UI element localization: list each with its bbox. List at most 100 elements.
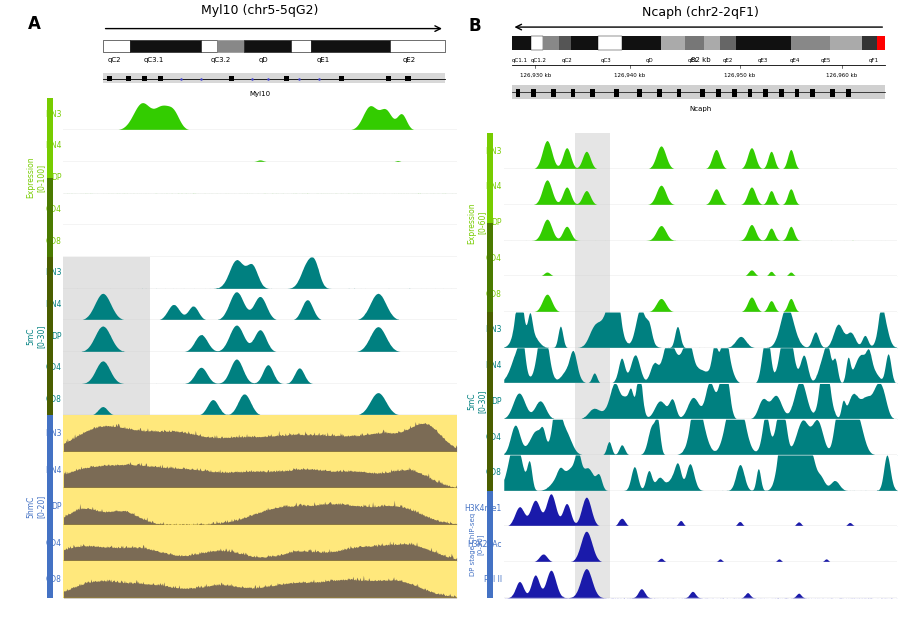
Bar <box>574 348 610 384</box>
Text: CD4: CD4 <box>45 539 62 548</box>
Bar <box>779 89 784 97</box>
Text: DN3: DN3 <box>486 326 502 335</box>
Text: DN3: DN3 <box>45 268 62 277</box>
Text: CD4: CD4 <box>45 363 62 373</box>
Bar <box>795 89 799 97</box>
Text: CD8: CD8 <box>486 289 502 299</box>
Text: DN3: DN3 <box>45 429 62 438</box>
Bar <box>622 36 661 50</box>
Bar <box>830 36 862 50</box>
Bar <box>201 39 217 52</box>
Text: 126,950 kb: 126,950 kb <box>724 73 756 78</box>
Bar <box>531 36 543 50</box>
Text: qE2: qE2 <box>403 57 416 63</box>
Bar <box>574 276 610 312</box>
Bar <box>598 36 622 50</box>
Text: qF1: qF1 <box>868 58 879 63</box>
Bar <box>292 39 311 52</box>
Text: 126,940 kb: 126,940 kb <box>614 73 645 78</box>
Bar <box>830 89 834 97</box>
Bar <box>638 89 642 97</box>
Text: Pol II: Pol II <box>484 576 502 584</box>
Text: DP: DP <box>51 173 62 182</box>
Bar <box>574 169 610 205</box>
Bar <box>614 89 619 97</box>
Bar <box>657 89 661 97</box>
Bar <box>747 89 752 97</box>
Bar <box>574 527 610 562</box>
Text: qE3: qE3 <box>758 58 768 63</box>
Bar <box>574 455 610 490</box>
Bar <box>102 39 130 52</box>
Bar <box>685 36 704 50</box>
Bar <box>390 39 445 52</box>
Bar <box>63 352 149 384</box>
Bar <box>574 562 610 598</box>
Text: DN4: DN4 <box>45 466 62 474</box>
Bar <box>716 89 721 97</box>
Text: Ncaph (chr2-2qF1): Ncaph (chr2-2qF1) <box>642 6 759 19</box>
Bar <box>284 76 289 81</box>
Text: Myl10 (chr5-5qG2): Myl10 (chr5-5qG2) <box>201 4 319 18</box>
Text: DP: DP <box>491 397 502 406</box>
Bar <box>846 89 851 97</box>
Bar <box>720 36 736 50</box>
Text: qC3.2: qC3.2 <box>210 57 231 63</box>
Text: Myl10: Myl10 <box>249 91 271 97</box>
Bar <box>311 39 390 52</box>
Text: qC3.1: qC3.1 <box>144 57 164 63</box>
Text: 5mC
[0-30]: 5mC [0-30] <box>26 324 46 348</box>
Text: CD8: CD8 <box>45 575 62 584</box>
Text: H3K27Ac: H3K27Ac <box>467 540 502 549</box>
Text: DP: DP <box>51 332 62 341</box>
Text: 5hmC
[0-20]: 5hmC [0-20] <box>26 495 46 518</box>
Bar <box>531 89 536 97</box>
Text: CD4: CD4 <box>486 432 502 441</box>
Bar <box>107 76 111 81</box>
Text: DN3: DN3 <box>45 110 62 119</box>
Bar <box>543 36 559 50</box>
Bar <box>574 490 610 527</box>
Bar <box>126 76 131 81</box>
Bar <box>130 39 201 52</box>
Bar <box>574 419 610 455</box>
Text: H3K4me1: H3K4me1 <box>465 504 502 513</box>
Bar <box>63 384 149 415</box>
Bar <box>512 85 885 99</box>
Bar <box>877 36 885 50</box>
Bar <box>661 36 685 50</box>
Text: qC3: qC3 <box>601 58 612 63</box>
Text: DN4: DN4 <box>486 361 502 370</box>
Text: Expression
[0-100]: Expression [0-100] <box>26 157 46 198</box>
Bar <box>732 89 737 97</box>
Text: A: A <box>28 15 41 33</box>
Bar <box>574 240 610 276</box>
Bar <box>386 76 390 81</box>
Bar <box>571 89 575 97</box>
Bar <box>574 312 610 348</box>
Bar <box>516 89 520 97</box>
Bar <box>591 89 595 97</box>
Text: CD8: CD8 <box>45 237 62 245</box>
Bar <box>700 89 705 97</box>
Text: Expression
[0-60]: Expression [0-60] <box>467 202 487 244</box>
Text: qC1.2: qC1.2 <box>531 58 547 63</box>
Text: qD: qD <box>259 57 269 63</box>
Text: 126,930 kb: 126,930 kb <box>520 73 551 78</box>
Text: qC2: qC2 <box>108 57 121 63</box>
Bar <box>551 89 555 97</box>
Text: qC1.1: qC1.1 <box>512 58 527 63</box>
Bar <box>217 39 245 52</box>
Bar <box>245 39 292 52</box>
Bar <box>559 36 571 50</box>
Text: DP: DP <box>51 502 62 511</box>
Text: qE1: qE1 <box>688 58 698 63</box>
Text: DP: DP <box>491 218 502 227</box>
Text: qE1: qE1 <box>316 57 330 63</box>
Text: qC2: qC2 <box>562 58 572 63</box>
Bar <box>228 76 234 81</box>
Text: qE4: qE4 <box>789 58 800 63</box>
Bar <box>158 76 163 81</box>
Text: DN3: DN3 <box>486 147 502 156</box>
Bar <box>63 321 149 352</box>
